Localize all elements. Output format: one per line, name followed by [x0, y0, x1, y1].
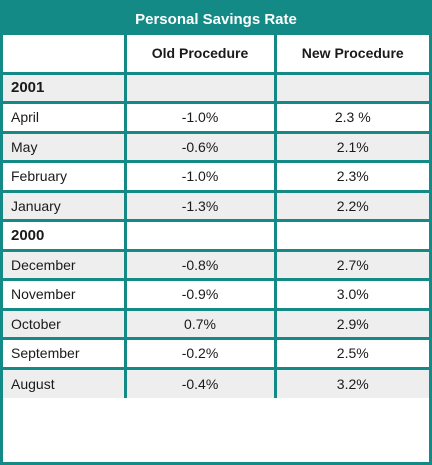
group-empty-cell [123, 219, 277, 252]
group-year: 2000 [3, 219, 127, 252]
month-cell: October [3, 307, 127, 340]
table-title: Personal Savings Rate [3, 3, 429, 35]
month-cell: May [3, 130, 127, 163]
table-row: August -0.4% 3.2% [3, 366, 429, 398]
new-procedure-cell: 2.3 % [273, 101, 429, 134]
month-cell: February [3, 160, 127, 193]
table-row: April -1.0% 2.3 % [3, 101, 429, 134]
table-row: January -1.3% 2.2% [3, 189, 429, 222]
group-empty-cell [273, 219, 429, 252]
group-row-2001: 2001 [3, 73, 429, 104]
old-procedure-cell: -0.4% [123, 366, 277, 398]
group-row-2000: 2000 [3, 219, 429, 252]
header-new-procedure: New Procedure [273, 35, 429, 75]
header-old-procedure: Old Procedure [123, 35, 277, 75]
group-empty-cell [273, 73, 429, 104]
new-procedure-cell: 2.1% [273, 130, 429, 163]
month-cell: September [3, 337, 127, 370]
new-procedure-cell: 2.2% [273, 189, 429, 222]
table-row: May -0.6% 2.1% [3, 130, 429, 163]
old-procedure-cell: -0.6% [123, 130, 277, 163]
group-year: 2001 [3, 73, 127, 104]
new-procedure-cell: 3.0% [273, 278, 429, 311]
table-row: February -1.0% 2.3% [3, 160, 429, 193]
header-blank [3, 35, 127, 75]
old-procedure-cell: -0.2% [123, 337, 277, 370]
old-procedure-cell: -0.8% [123, 248, 277, 281]
group-empty-cell [123, 73, 277, 104]
table-row: October 0.7% 2.9% [3, 307, 429, 340]
savings-table: Old Procedure New Procedure 2001 April -… [3, 35, 429, 398]
month-cell: January [3, 189, 127, 222]
month-cell: August [3, 366, 127, 398]
new-procedure-cell: 2.3% [273, 160, 429, 193]
table-row: December -0.8% 2.7% [3, 248, 429, 281]
old-procedure-cell: -0.9% [123, 278, 277, 311]
old-procedure-cell: -1.0% [123, 160, 277, 193]
new-procedure-cell: 3.2% [273, 366, 429, 398]
new-procedure-cell: 2.5% [273, 337, 429, 370]
month-cell: November [3, 278, 127, 311]
old-procedure-cell: -1.3% [123, 189, 277, 222]
new-procedure-cell: 2.7% [273, 248, 429, 281]
new-procedure-cell: 2.9% [273, 307, 429, 340]
month-cell: April [3, 101, 127, 134]
table-row: November -0.9% 3.0% [3, 278, 429, 311]
month-cell: December [3, 248, 127, 281]
old-procedure-cell: -1.0% [123, 101, 277, 134]
header-row: Old Procedure New Procedure [3, 35, 429, 75]
table-row: September -0.2% 2.5% [3, 337, 429, 370]
old-procedure-cell: 0.7% [123, 307, 277, 340]
